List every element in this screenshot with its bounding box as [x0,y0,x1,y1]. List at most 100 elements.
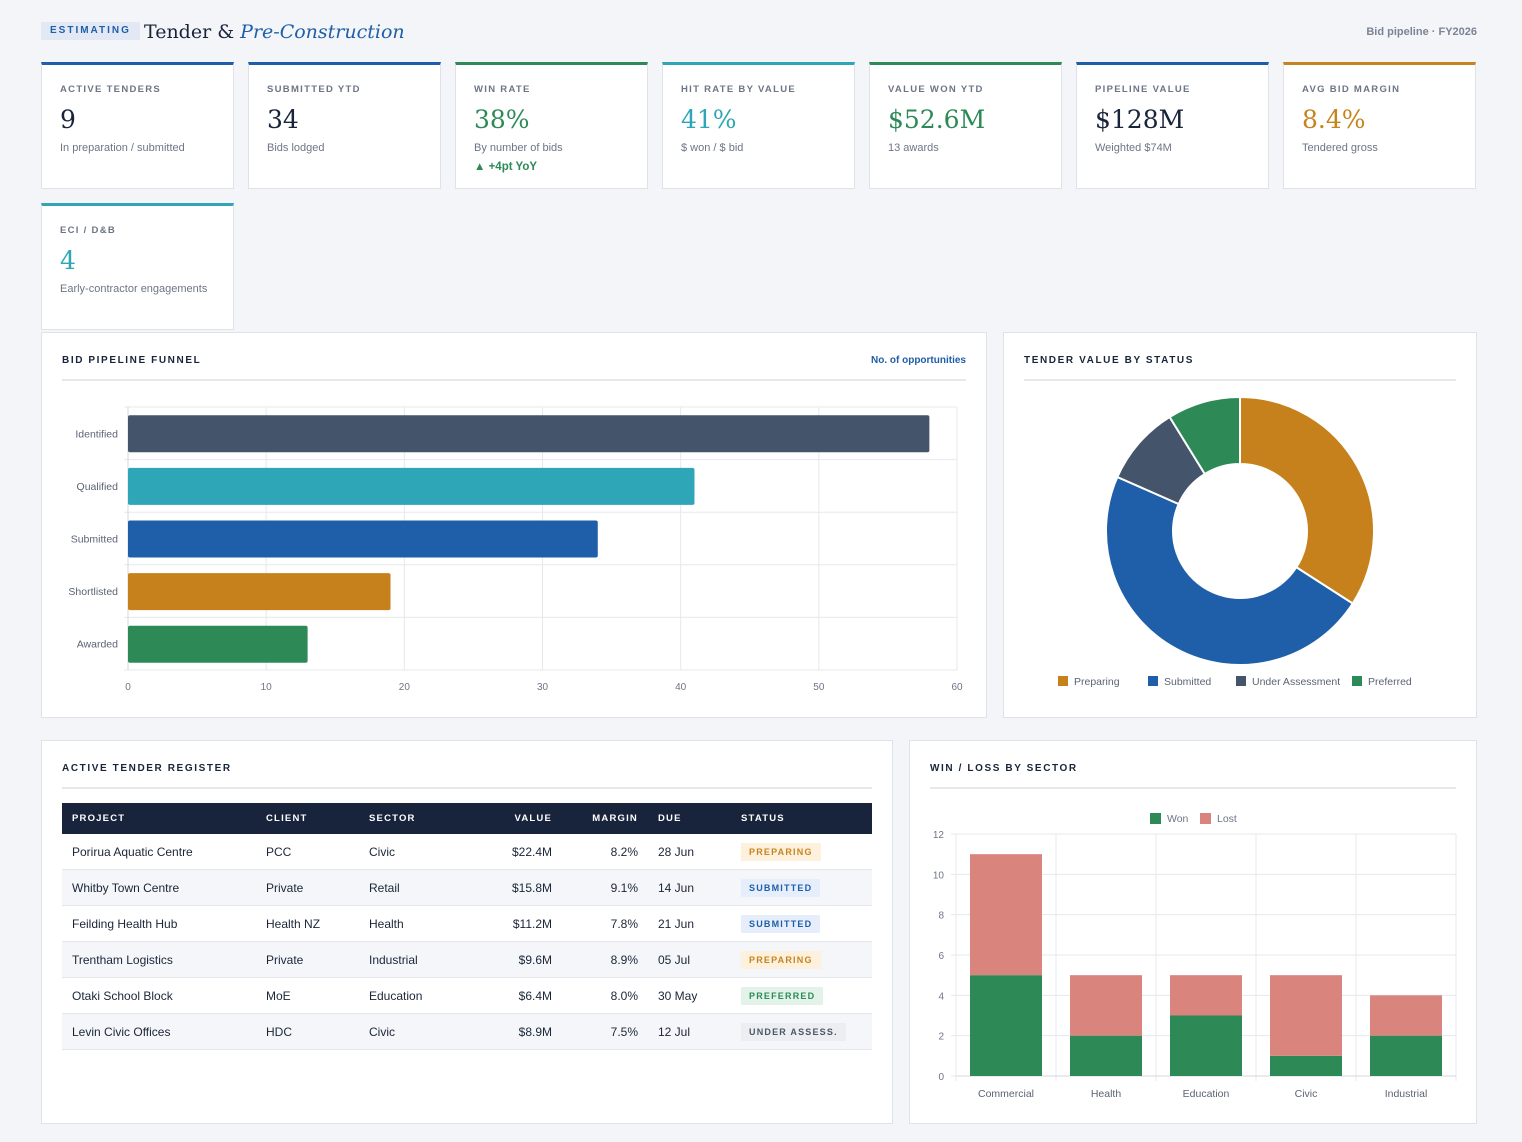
cell-project: Feilding Health Hub [62,905,256,942]
lost-bar[interactable] [1170,975,1242,1016]
kpi-label: HIT RATE BY VALUE [681,84,796,95]
table-row[interactable]: Trentham Logistics Private Industrial $9.6M… [62,941,872,978]
kpi-value: 41% [681,105,737,134]
donut-slice[interactable] [1105,475,1355,666]
cell-due: 12 Jul [648,1013,731,1050]
col-status[interactable]: STATUS [731,803,872,834]
kpi-label: WIN RATE [474,84,531,95]
cell-sector: Education [359,977,459,1014]
funnel-bar[interactable] [128,467,695,505]
cell-client: MoE [256,977,359,1014]
kpi-value: 34 [267,105,299,134]
status-badge: PREPARING [741,842,821,861]
status-badge: UNDER ASSESS. [741,1022,846,1041]
table-row[interactable]: Whitby Town Centre Private Retail $15.8M 9.1… [62,869,872,906]
table-row[interactable]: Otaki School Block MoE Education $6.4M 8.0% 3… [62,977,872,1014]
kpi-caption: By number of bids [474,142,563,154]
cell-sector: Civic [359,1013,459,1050]
category-label: Education [1183,1088,1230,1100]
cell-margin: 8.2% [562,834,648,870]
kpi-delta: ▲ +4pt YoY [474,161,538,173]
lost-bar[interactable] [970,854,1042,976]
cell-client: HDC [256,1013,359,1050]
won-bar[interactable] [1170,1015,1242,1077]
status-badge: PREPARING [741,950,821,969]
winloss-title: WIN / LOSS BY SECTOR [930,763,1078,774]
cell-due: 30 May [648,977,731,1014]
col-project[interactable]: PROJECT [62,803,256,834]
col-margin[interactable]: MARGIN [562,803,648,834]
legend-label: Preparing [1074,676,1120,688]
funnel-bar[interactable] [128,573,391,611]
donut-chart: Preparing Submitted Under Assessment Prefer… [1058,395,1412,688]
kpi-card: VALUE WON YTD $52.6M 13 awards [869,62,1062,189]
kpi-card: SUBMITTED YTD 34 Bids lodged [248,62,441,189]
category-label: Shortlisted [68,586,118,598]
donut-panel: TENDER VALUE BY STATUS Preparing Submitte… [1003,332,1477,718]
table-row[interactable]: Feilding Health Hub Health NZ Health $11.2M… [62,905,872,942]
cell-sector: Industrial [359,941,459,978]
funnel-bar[interactable] [128,415,930,453]
category-label: Commercial [978,1088,1034,1100]
kpi-caption: Weighted $74M [1095,142,1172,154]
funnel-chart: 0 10 20 30 40 50 60 Identified Qualified Submitte… [68,406,963,693]
category-label: Submitted [71,534,118,546]
col-client[interactable]: CLIENT [256,803,359,834]
y-tick-label: 4 [938,991,944,1002]
section-pill: ESTIMATING [41,22,140,40]
x-tick-label: 40 [675,682,687,693]
cell-status: PREFERRED [731,977,872,1014]
cell-sector: Health [359,905,459,942]
lost-bar[interactable] [1270,975,1342,1056]
x-tick-label: 30 [537,682,549,693]
col-due[interactable]: DUE [648,803,731,834]
category-label: Awarded [77,639,118,651]
y-tick-label: 12 [933,830,945,841]
category-label: Qualified [77,481,119,493]
table-row[interactable]: Levin Civic Offices HDC Civic $8.9M 7.5% 12 J… [62,1013,872,1050]
lost-bar[interactable] [1370,995,1442,1036]
donut-slice[interactable] [1168,395,1241,476]
cell-project: Otaki School Block [62,977,256,1014]
kpi-value: 8.4% [1302,105,1366,134]
table-row[interactable]: Porirua Aquatic Centre PCC Civic $22.4M 8.2%… [62,834,872,870]
legend-swatch [1150,813,1161,824]
cell-project: Trentham Logistics [62,941,256,978]
funnel-bar[interactable] [128,520,598,558]
cell-status: SUBMITTED [731,869,872,906]
kpi-caption: In preparation / submitted [60,142,185,154]
category-label: Identified [75,428,118,440]
cell-due: 05 Jul [648,941,731,978]
cell-value: $15.8M [459,869,562,906]
x-tick-label: 20 [399,682,411,693]
cell-margin: 7.5% [562,1013,648,1050]
won-bar[interactable] [970,975,1042,1076]
kpi-card: HIT RATE BY VALUE 41% $ won / $ bid [662,62,855,189]
kpi-value: 38% [474,105,530,134]
cell-status: SUBMITTED [731,905,872,942]
funnel-bar[interactable] [128,625,308,663]
won-bar[interactable] [1070,1035,1142,1076]
cell-client: Private [256,941,359,978]
cell-value: $6.4M [459,977,562,1014]
category-label: Civic [1295,1088,1318,1100]
cell-client: Private [256,869,359,906]
divider [62,787,872,789]
won-bar[interactable] [1370,1035,1442,1076]
status-badge: SUBMITTED [741,914,821,933]
kpi-card: AVG BID MARGIN 8.4% Tendered gross [1283,62,1476,189]
donut-slice[interactable] [1239,395,1375,605]
kpi-value: 9 [60,105,76,134]
y-tick-label: 0 [938,1072,944,1083]
won-bar[interactable] [1270,1055,1342,1076]
cell-status: UNDER ASSESS. [731,1013,872,1050]
cell-value: $8.9M [459,1013,562,1050]
y-tick-label: 2 [938,1032,944,1043]
col-value[interactable]: VALUE [459,803,562,834]
title-main: Tender & [144,21,235,43]
col-sector[interactable]: SECTOR [359,803,459,834]
lost-bar[interactable] [1070,975,1142,1036]
cell-value: $22.4M [459,834,562,870]
kpi-caption: 13 awards [888,142,939,154]
register-panel: ACTIVE TENDER REGISTER PROJECT CLIENT SE… [41,740,893,1124]
